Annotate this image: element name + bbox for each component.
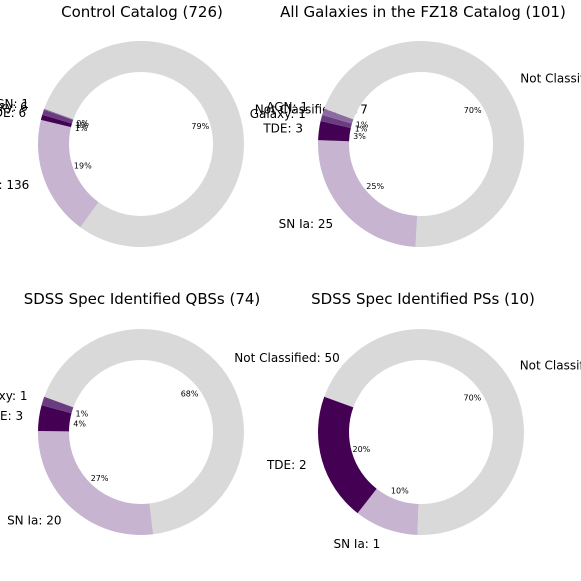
percent-label-sn-ia: 10% [391, 486, 409, 495]
percent-label-agn: 1% [356, 121, 369, 130]
slice-agn [322, 108, 354, 124]
slice-tde [317, 396, 377, 514]
panel-sdss-ps: SDSS Spec Identified PSs (10) Not Classi… [266, 290, 581, 551]
slice-sn-ia [317, 140, 418, 247]
slice-galaxy [320, 114, 352, 128]
slice-not-classified [44, 41, 244, 248]
percent-label-sn-ia: 27% [91, 474, 109, 483]
slice-galaxy [41, 396, 74, 414]
percent-label-not-classified: 79% [191, 122, 209, 131]
panel-sdss-qbs: SDSS Spec Identified QBSs (74) Not Class… [0, 290, 340, 535]
category-label-galaxy: Galaxy: 1 [0, 389, 28, 403]
slice-not-classified [324, 329, 524, 536]
slice-tde [40, 114, 72, 128]
category-label-sn-ia: SN Ia: 136 [0, 178, 29, 192]
slice-sn-ia [357, 488, 419, 535]
percent-label-sn-ia: 19% [74, 161, 92, 170]
percent-label-agn: 0% [76, 119, 89, 128]
percent-label-galaxy: 1% [76, 121, 89, 130]
slice-not-classified [324, 40, 524, 247]
category-label-galaxy: Galaxy: 6 [0, 100, 28, 114]
category-label-sn-ia: SN Ia: 1 [334, 537, 381, 551]
category-label-sn-ia: SN Ia: 20 [7, 514, 61, 528]
percent-label-not-classified: 70% [464, 393, 482, 402]
panel-title: SDSS Spec Identified QBSs (74) [24, 290, 261, 308]
percent-label-not-classified: 70% [464, 106, 482, 115]
panel-title: SDSS Spec Identified PSs (10) [311, 290, 535, 308]
slice-tde [318, 121, 351, 142]
percent-label-not-classified: 68% [181, 390, 199, 399]
category-label-not-classified: Not Classified: 50 [234, 351, 339, 365]
category-label-sn-ia: SN Ia: 25 [279, 217, 333, 231]
category-label-agn: AGN: 1 [0, 97, 29, 111]
percent-label-tde: 4% [73, 420, 86, 429]
category-label-tde: TDE: 2 [266, 458, 307, 472]
percent-label-tde: 3% [353, 132, 366, 141]
panel-fz18-catalog: All Galaxies in the FZ18 Catalog (101) N… [250, 3, 581, 247]
panel-title: Control Catalog (726) [61, 3, 223, 21]
category-label-agn: AGN: 1 [266, 100, 308, 114]
category-label-tde: TDE: 6 [0, 106, 26, 120]
slice-galaxy [42, 109, 74, 124]
percent-label-tde: 1% [75, 124, 88, 133]
panel-control-catalog: Control Catalog (726) Not Classified: 57… [0, 3, 368, 248]
percent-label-tde: 20% [353, 445, 371, 454]
category-label-not-classified: Not Classified: 71 [520, 71, 581, 85]
category-label-not-classified: Not Classified: 7 [520, 359, 581, 373]
slice-tde [38, 405, 72, 432]
category-label-tde: TDE: 3 [262, 121, 303, 135]
slice-sn-ia [38, 119, 99, 228]
slice-not-classified [44, 328, 244, 535]
panel-title: All Galaxies in the FZ18 Catalog (101) [280, 3, 566, 21]
slice-sn-ia [37, 431, 154, 535]
percent-label-galaxy: 1% [76, 409, 89, 418]
category-label-galaxy: Galaxy: 1 [250, 107, 306, 121]
percent-label-galaxy: 1% [355, 124, 368, 133]
percent-label-sn-ia: 25% [366, 182, 384, 191]
category-label-tde: TDE: 3 [0, 409, 23, 423]
slice-agn [43, 108, 74, 120]
